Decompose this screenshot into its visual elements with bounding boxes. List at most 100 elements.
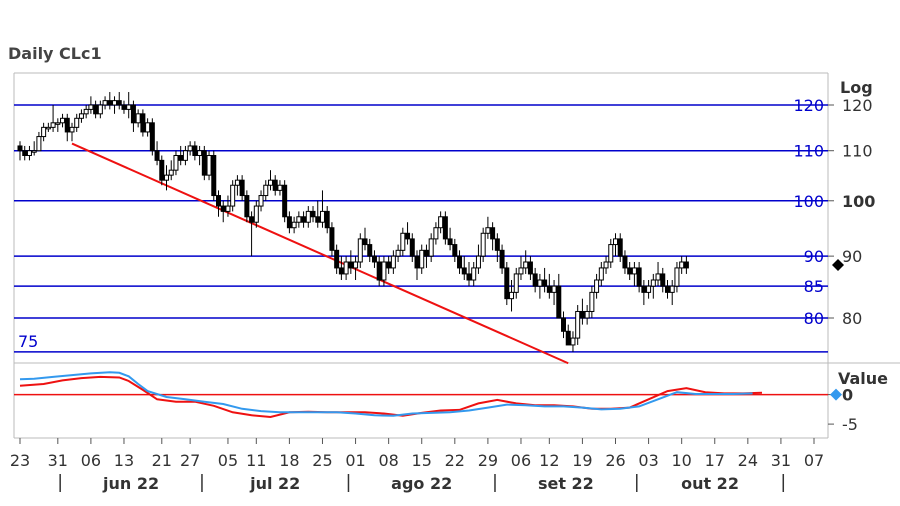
osc-tick-label: 0 [842, 386, 853, 405]
candle-body [88, 104, 94, 110]
candlesticks [17, 92, 689, 352]
candle [353, 256, 359, 281]
candle [627, 261, 633, 281]
candle-body [603, 261, 609, 269]
candle-body [423, 249, 429, 257]
candle [556, 273, 562, 319]
candle [518, 256, 524, 281]
candle-body [641, 285, 647, 293]
candle [164, 165, 170, 191]
candle-body [490, 227, 496, 240]
candle [329, 222, 335, 257]
candle-body [381, 261, 387, 281]
candle [419, 244, 425, 274]
candle-body [74, 117, 80, 128]
x-tick-label: 23 [10, 451, 30, 470]
x-tick-label: 03 [638, 451, 658, 470]
candle-body [211, 155, 217, 197]
candle-body [192, 145, 198, 157]
candle-body [523, 261, 529, 269]
candle [409, 233, 415, 262]
candle [116, 92, 122, 110]
candle-body [622, 255, 628, 269]
candle [60, 113, 66, 128]
candle-body [475, 255, 481, 269]
candle [613, 233, 618, 257]
candle [631, 261, 637, 287]
candle-body [542, 279, 548, 287]
candle [457, 250, 463, 274]
chart-title: Daily CLc1 [8, 44, 102, 63]
candle-body [145, 122, 151, 133]
candle [683, 256, 689, 274]
month-label: jun 22 [102, 474, 159, 493]
candle-body [17, 145, 23, 152]
candle-body [164, 174, 170, 181]
x-tick-label: 10 [671, 451, 691, 470]
candle [603, 256, 609, 274]
candle-body [296, 216, 302, 223]
candle-body [116, 100, 122, 106]
candle [112, 96, 118, 114]
candle-body [376, 261, 382, 281]
candle [305, 206, 311, 228]
candle-body [249, 216, 255, 223]
candle-body [447, 238, 453, 246]
candle [386, 256, 392, 274]
candle [197, 145, 203, 166]
candle [400, 227, 406, 257]
y-tick-label-120: 120 [842, 96, 873, 115]
candle [145, 118, 151, 137]
candle [201, 145, 207, 181]
candle-body [277, 184, 283, 191]
candle-body [225, 205, 231, 212]
price-axis-labels: 120 110 100 90 85 80 75 120 110 100 90 80 [18, 96, 875, 351]
candle [78, 109, 84, 123]
candle [310, 206, 316, 223]
candle [173, 150, 179, 176]
candle [239, 175, 245, 201]
candle-body [26, 150, 32, 157]
oscillator-panel: 0 -5 [14, 371, 858, 434]
trendline [71, 142, 569, 365]
candle [296, 211, 302, 228]
candle [234, 175, 240, 196]
y-tick-label-100: 100 [842, 192, 875, 211]
candle [277, 180, 283, 196]
candle [83, 105, 89, 119]
candle [220, 200, 226, 223]
candle [192, 141, 198, 161]
candle-body [513, 273, 519, 293]
x-tick-label: 21 [152, 451, 172, 470]
candle-body [471, 267, 477, 281]
candle [102, 96, 108, 110]
candle [452, 238, 458, 262]
candle-body [69, 126, 75, 133]
price-marker [832, 258, 844, 271]
candle-body [395, 249, 401, 257]
candle [149, 118, 155, 156]
x-tick-label: 31 [48, 451, 68, 470]
candle-body [305, 210, 311, 223]
candle-body [551, 285, 557, 293]
candle [282, 180, 288, 223]
candle-body [78, 113, 84, 119]
candle [381, 256, 387, 287]
candle-body [234, 179, 240, 186]
candle [357, 233, 363, 268]
candle [504, 261, 510, 306]
candle-body [93, 104, 99, 115]
candle-body [499, 249, 505, 269]
candle [22, 145, 28, 161]
candle [230, 180, 236, 212]
candle [45, 122, 51, 132]
candle [523, 250, 529, 274]
candle [664, 280, 670, 299]
candle-body [107, 100, 113, 106]
candle [178, 145, 184, 166]
candle-body [598, 267, 604, 281]
candle [140, 109, 146, 137]
candle-body [613, 238, 618, 246]
candle-body [660, 273, 666, 287]
candle [641, 280, 647, 306]
